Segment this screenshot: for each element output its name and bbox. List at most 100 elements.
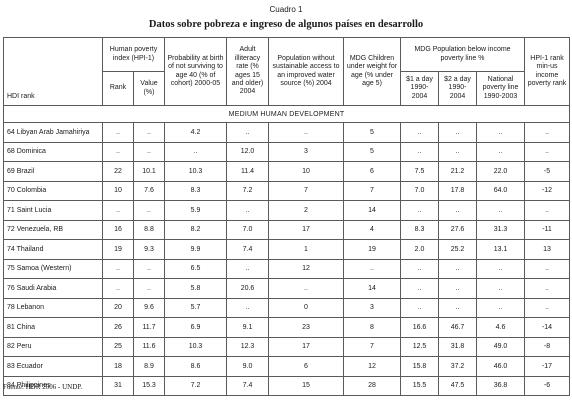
cell-hpi-value: .. [133,258,165,279]
table-row: 83 Ecuador 18 8.9 8.6 9.0 6 12 15.8 37.2 46.0 -17 [3,356,571,377]
cell-dollar2: 17.8 [438,180,477,201]
table-row: 68 Dominica...... 12.0 3 5........ [3,141,571,162]
cell-dollar2: 47.5 [438,375,477,396]
cell-underweight: 5 [343,141,401,162]
cell-illiteracy: 12.3 [226,336,269,357]
cell-dollar2: 31.8 [438,336,477,357]
cell-water: 1 [268,239,344,260]
cell-illiteracy: .. [226,200,269,221]
cell-water: 17 [268,219,344,240]
cell-hpi-minus-income: -11 [524,219,571,240]
cell-water: 0 [268,297,344,318]
cell-prob-survive: 5.8 [164,278,227,299]
cell-dollar1: 15.8 [400,356,439,377]
cell-hpi-value: 7.6 [133,180,165,201]
cell-dollar1: 7.5 [400,161,439,182]
cell-hpi-minus-income: -17 [524,356,571,377]
cell-water: 17 [268,336,344,357]
cell-hpi-rank: 31 [102,375,134,396]
cell-prob-survive: .. [164,141,227,162]
header-dollar2: $2 a day 1990-2004 [438,71,477,106]
cell-prob-survive: 8.6 [164,356,227,377]
cell-dollar2: 21.2 [438,161,477,182]
cell-water: 3 [268,141,344,162]
cell-underweight: 28 [343,375,401,396]
header-illiteracy: Adult illiteracy rate (% ages 15 and old… [226,37,269,106]
cell-hpi-rank: 16 [102,219,134,240]
cell-hpi-rank: .. [102,258,134,279]
poverty-data-table: HDI rank Human poverty index (HPI-1) Pro… [2,37,571,396]
header-underweight: MDG Children under weight for age (% und… [343,37,401,106]
cell-illiteracy: 12.0 [226,141,269,162]
cell-hpi-minus-income: .. [524,297,571,318]
cell-country: 71 Saint Lucia [3,200,103,221]
cell-country: 68 Dominica [3,141,103,162]
cell-dollar1: .. [400,122,439,143]
cell-hpi-value: 9.3 [133,239,165,260]
cell-illiteracy: 7.0 [226,219,269,240]
table-row: 74 Thailand 19 9.3 9.9 7.4 1 19 2.0 25.2 13.1 13 [3,239,571,260]
cell-dollar2: .. [438,141,477,162]
cell-prob-survive: 7.2 [164,375,227,396]
cell-hpi-rank: 20 [102,297,134,318]
cell-hpi-minus-income: 13 [524,239,571,260]
header-hdi-rank: HDI rank [3,37,103,106]
cell-illiteracy: 7.2 [226,180,269,201]
cell-country: 82 Peru [3,336,103,357]
cell-dollar1: 12.5 [400,336,439,357]
cell-dollar1: .. [400,297,439,318]
cell-hpi-minus-income: .. [524,200,571,221]
cell-hpi-rank: .. [102,278,134,299]
cell-prob-survive: 6.9 [164,317,227,338]
cell-hpi-value: 11.7 [133,317,165,338]
cell-illiteracy: 11.4 [226,161,269,182]
cell-prob-survive: 10.3 [164,336,227,357]
table-row: 72 Venezuela, RB 16 8.8 8.2 7.0 17 4 8.3 27.6 31.… [3,219,571,240]
cell-hpi-rank: 10 [102,180,134,201]
cell-national: 36.8 [475,375,526,396]
cell-prob-survive: 4.2 [164,122,227,143]
header-hpi-value: Value (%) [133,71,165,106]
cell-hpi-rank: .. [102,200,134,221]
cell-illiteracy: .. [226,297,269,318]
cell-illiteracy: 9.1 [226,317,269,338]
cell-hpi-rank: 19 [102,239,134,260]
table-row: 78 Lebanon 20 9.6 5.7.. 0 3........ [3,297,571,318]
cell-hpi-rank: 26 [102,317,134,338]
cell-dollar1: 15.5 [400,375,439,396]
cell-national: 49.0 [475,336,526,357]
cell-dollar1: 7.0 [400,180,439,201]
section-label: MEDIUM HUMAN DEVELOPMENT [2,105,571,123]
table-caption: Cuadro 1 [269,5,303,14]
cell-water: 6 [268,356,344,377]
cell-illiteracy: .. [226,122,269,143]
cell-water: 23 [268,317,344,338]
cell-hpi-value: .. [133,141,165,162]
header-dollar1: $1 a day 1990-2004 [400,71,439,106]
cell-hpi-minus-income: .. [524,141,571,162]
cell-dollar1: 16.6 [400,317,439,338]
table-row: 70 Colombia 10 7.6 8.3 7.2 7 7 7.0 17.8 64.0 -12 [3,180,571,201]
cell-dollar1: .. [400,278,439,299]
cell-dollar2: .. [438,200,477,221]
cell-national: .. [475,122,526,143]
cell-illiteracy: 7.4 [226,375,269,396]
cell-country: 69 Brazil [3,161,103,182]
cell-national: .. [475,297,526,318]
cell-underweight: 7 [343,336,401,357]
cell-water: 2 [268,200,344,221]
cell-illiteracy: 9.0 [226,356,269,377]
cell-hpi-value: .. [133,278,165,299]
cell-dollar2: .. [438,297,477,318]
cell-underweight: 6 [343,161,401,182]
cell-illiteracy: .. [226,258,269,279]
cell-country: 70 Colombia [3,180,103,201]
cell-dollar1: 2.0 [400,239,439,260]
cell-dollar1: .. [400,141,439,162]
cell-illiteracy: 7.4 [226,239,269,260]
cell-hpi-minus-income: .. [524,278,571,299]
table-body: MEDIUM HUMAN DEVELOPMENT 64 Libyan Arab … [2,105,571,396]
table-row: 76 Saudi Arabia.... 5.8 20.6.. 14........ [3,278,571,299]
cell-prob-survive: 6.5 [164,258,227,279]
cell-hpi-rank: 25 [102,336,134,357]
